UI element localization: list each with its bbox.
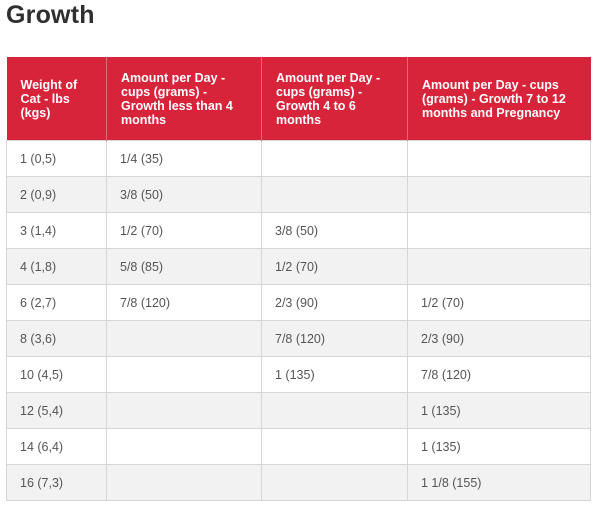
- table-row: 3 (1,4) 1/2 (70) 3/8 (50): [6, 212, 591, 249]
- table-row: 10 (4,5) 1 (135) 7/8 (120): [6, 356, 591, 393]
- table-row: 12 (5,4) 1 (135): [6, 392, 591, 429]
- cell-under-4-months: [106, 428, 262, 465]
- cell-4-to-6-months: 3/8 (50): [261, 212, 408, 249]
- header-growth-under-4-months: Amount per Day - cups (grams) - Growth l…: [106, 57, 262, 141]
- cell-4-to-6-months: 1 (135): [261, 356, 408, 393]
- header-row: Weight of Cat - lbs (kgs) Amount per Day…: [6, 57, 591, 141]
- cell-7-to-12-months: 1 1/8 (155): [407, 464, 591, 501]
- cell-under-4-months: 3/8 (50): [106, 176, 262, 213]
- cell-7-to-12-months: [407, 248, 591, 285]
- table-row: 4 (1,8) 5/8 (85) 1/2 (70): [6, 248, 591, 285]
- cell-under-4-months: 5/8 (85): [106, 248, 262, 285]
- cell-7-to-12-months: [407, 176, 591, 213]
- cell-weight: 12 (5,4): [6, 392, 107, 429]
- table-row: 16 (7,3) 1 1/8 (155): [6, 464, 591, 501]
- cell-weight: 16 (7,3): [6, 464, 107, 501]
- cell-4-to-6-months: [261, 140, 408, 177]
- cell-weight: 10 (4,5): [6, 356, 107, 393]
- cell-under-4-months: 1/2 (70): [106, 212, 262, 249]
- cell-under-4-months: [106, 464, 262, 501]
- table-header: Weight of Cat - lbs (kgs) Amount per Day…: [6, 57, 591, 141]
- cell-weight: 6 (2,7): [6, 284, 107, 321]
- cell-under-4-months: [106, 392, 262, 429]
- cell-under-4-months: 1/4 (35): [106, 140, 262, 177]
- page-title: Growth: [6, 1, 95, 29]
- cell-4-to-6-months: 7/8 (120): [261, 320, 408, 357]
- cell-4-to-6-months: [261, 428, 408, 465]
- header-growth-7-to-12-months: Amount per Day - cups (grams) - Growth 7…: [407, 57, 591, 141]
- header-weight: Weight of Cat - lbs (kgs): [6, 57, 107, 141]
- table-row: 2 (0,9) 3/8 (50): [6, 176, 591, 213]
- cell-weight: 4 (1,8): [6, 248, 107, 285]
- cell-4-to-6-months: 1/2 (70): [261, 248, 408, 285]
- cell-under-4-months: [106, 320, 262, 357]
- cell-weight: 8 (3,6): [6, 320, 107, 357]
- cell-7-to-12-months: 1/2 (70): [407, 284, 591, 321]
- table-body: 1 (0,5) 1/4 (35) 2 (0,9) 3/8 (50) 3 (1,4…: [6, 140, 591, 501]
- cell-7-to-12-months: [407, 212, 591, 249]
- cell-7-to-12-months: 1 (135): [407, 392, 591, 429]
- feeding-table: Weight of Cat - lbs (kgs) Amount per Day…: [6, 57, 591, 501]
- cell-weight: 2 (0,9): [6, 176, 107, 213]
- cell-4-to-6-months: 2/3 (90): [261, 284, 408, 321]
- cell-7-to-12-months: 2/3 (90): [407, 320, 591, 357]
- cell-7-to-12-months: [407, 140, 591, 177]
- cell-4-to-6-months: [261, 464, 408, 501]
- cell-weight: 14 (6,4): [6, 428, 107, 465]
- cell-7-to-12-months: 7/8 (120): [407, 356, 591, 393]
- cell-4-to-6-months: [261, 392, 408, 429]
- table-row: 14 (6,4) 1 (135): [6, 428, 591, 465]
- table-row: 6 (2,7) 7/8 (120) 2/3 (90) 1/2 (70): [6, 284, 591, 321]
- header-growth-4-to-6-months: Amount per Day - cups (grams) - Growth 4…: [261, 57, 408, 141]
- table-row: 1 (0,5) 1/4 (35): [6, 140, 591, 177]
- table-row: 8 (3,6) 7/8 (120) 2/3 (90): [6, 320, 591, 357]
- cell-under-4-months: 7/8 (120): [106, 284, 262, 321]
- cell-7-to-12-months: 1 (135): [407, 428, 591, 465]
- cell-under-4-months: [106, 356, 262, 393]
- cell-4-to-6-months: [261, 176, 408, 213]
- cell-weight: 1 (0,5): [6, 140, 107, 177]
- cell-weight: 3 (1,4): [6, 212, 107, 249]
